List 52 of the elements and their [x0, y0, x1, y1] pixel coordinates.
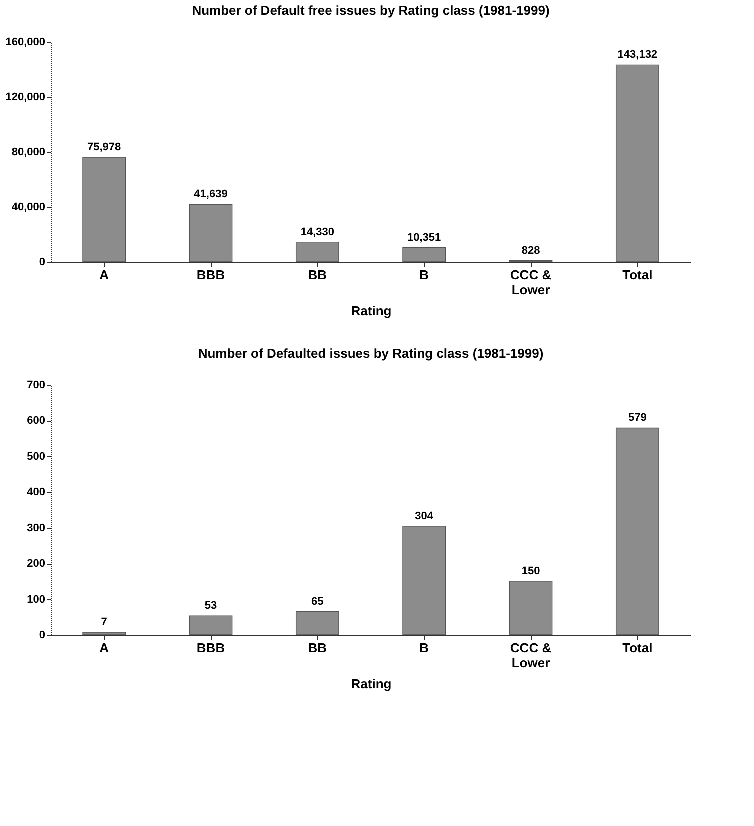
bar	[509, 581, 553, 636]
x-axis-title: Rating	[351, 304, 392, 318]
data-label: 75,978	[88, 142, 122, 154]
x-tick-label: BB	[308, 268, 328, 282]
data-label: 304	[415, 510, 434, 522]
x-axis-title: Rating	[351, 676, 392, 692]
data-label: 65	[312, 596, 324, 608]
x-tick-label: A	[100, 268, 110, 282]
y-tick-label: 600	[27, 415, 46, 428]
x-tick-label: BBB	[196, 640, 226, 656]
y-tick-label: 120,000	[6, 92, 46, 104]
x-tick-label: BB	[308, 640, 328, 656]
bar	[616, 428, 660, 636]
data-label: 53	[204, 600, 218, 612]
y-tick-label: 400	[27, 486, 46, 499]
chart-title: Number of Defaulted issues by Rating class (1981-1999)	[198, 346, 544, 361]
bar	[82, 632, 126, 636]
bar	[296, 611, 340, 636]
data-label: 41,639	[194, 188, 228, 201]
y-tick-label: 0	[39, 630, 46, 642]
y-tick-label: 100	[27, 594, 46, 606]
x-tick-label: B	[420, 268, 430, 282]
bar	[616, 64, 660, 262]
data-label: 579	[628, 412, 647, 424]
bar	[189, 616, 233, 636]
y-tick-label: 200	[27, 558, 46, 570]
data-label: 143,132	[618, 49, 658, 62]
data-label: 10,351	[408, 232, 442, 244]
y-tick-label: 500	[27, 450, 46, 463]
x-tick-label: Total	[622, 640, 653, 656]
bar	[189, 204, 233, 262]
y-tick-label: 0	[39, 256, 46, 268]
data-label: 828	[522, 244, 540, 257]
bar	[402, 247, 446, 262]
x-tick-label: CCC & Lower	[510, 268, 552, 298]
chart-title: Number of Default free issues by Rating class (1981-1999)	[192, 3, 550, 18]
bar	[402, 526, 446, 636]
y-tick-label: 700	[27, 380, 46, 392]
x-tick-label: Total	[622, 268, 653, 282]
y-tick-label: 300	[27, 522, 46, 534]
y-tick-label: 160,000	[6, 36, 46, 48]
y-tick-label: 80,000	[12, 146, 46, 158]
x-tick-label: B	[420, 640, 430, 656]
data-label: 7	[101, 616, 108, 628]
x-tick-label: BBB	[196, 268, 226, 282]
y-tick-label: 40,000	[12, 202, 46, 214]
data-label: 150	[522, 565, 540, 578]
x-tick-label: A	[100, 640, 110, 656]
bar	[82, 157, 126, 262]
data-label: 14,330	[300, 226, 334, 238]
bar	[296, 242, 340, 262]
x-tick-label: CCC & Lower	[510, 640, 552, 670]
